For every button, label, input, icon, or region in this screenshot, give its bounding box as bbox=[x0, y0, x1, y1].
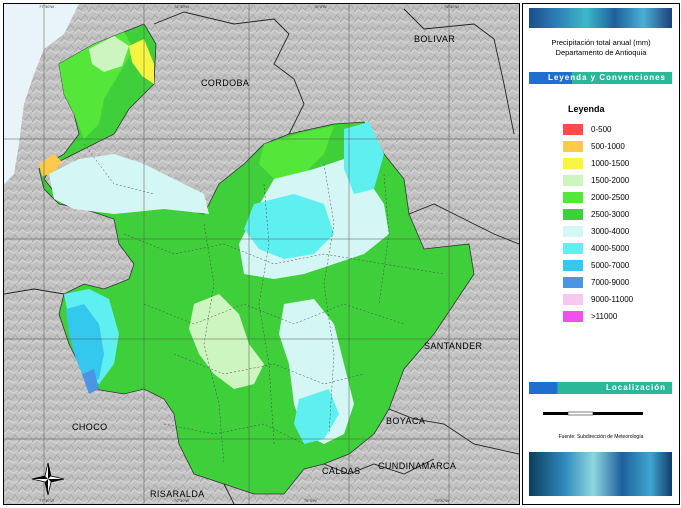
bottom-tick: 77°30'W bbox=[39, 498, 55, 503]
precipitation-map: BOLIVAR CORDOBA SANTANDER CHOCO BOYACA C… bbox=[3, 3, 520, 505]
zone-1500-2000-center bbox=[189, 294, 264, 389]
zone-1500-2000-north bbox=[89, 36, 129, 72]
legend-label: >11000 bbox=[591, 312, 618, 321]
legend-swatch bbox=[563, 260, 583, 271]
legend-label: 4000-5000 bbox=[591, 244, 630, 253]
zone-4000-5000-north bbox=[344, 122, 384, 194]
legend-section-bar: Leyenda y Convenciones bbox=[529, 72, 672, 84]
legend-label: 7000-9000 bbox=[591, 278, 630, 287]
zone-500-1000 bbox=[39, 154, 62, 176]
top-tick: 77°30'W bbox=[39, 4, 55, 9]
legend-label: 2000-2500 bbox=[591, 193, 630, 202]
legend-heading: Leyenda bbox=[568, 104, 605, 114]
label-boyaca: BOYACA bbox=[386, 416, 426, 426]
legend-swatch bbox=[563, 124, 583, 135]
legend-swatch bbox=[563, 243, 583, 254]
north-arrow-icon bbox=[31, 462, 65, 496]
location-section-bar: Localización bbox=[529, 382, 672, 394]
legend-swatch bbox=[563, 277, 583, 288]
zone-5000-7000 bbox=[66, 304, 104, 384]
legend-label: 2500-3000 bbox=[591, 210, 630, 219]
legend-panel: Precipitación total anual (mm) Departame… bbox=[522, 3, 680, 505]
map-title-line2: Departamento de Antioquia bbox=[555, 48, 647, 57]
legend-swatch bbox=[563, 158, 583, 169]
legend-swatch bbox=[563, 192, 583, 203]
label-cordoba: CORDOBA bbox=[201, 78, 250, 88]
legend-swatch bbox=[563, 294, 583, 305]
legend-label: 500-1000 bbox=[591, 142, 625, 151]
label-choco: CHOCO bbox=[72, 422, 108, 432]
legend-swatch bbox=[563, 209, 583, 220]
zone-3000-4000-west bbox=[49, 154, 209, 214]
department-borders bbox=[4, 8, 519, 504]
bottom-tick: 75°30'W bbox=[434, 498, 450, 503]
zone-4000-5000-center bbox=[244, 194, 334, 259]
location-section-title: Localización bbox=[605, 383, 666, 392]
graticule bbox=[4, 4, 519, 504]
header-banner bbox=[529, 8, 672, 28]
footer-banner bbox=[529, 452, 672, 496]
legend-label: 1500-2000 bbox=[591, 176, 630, 185]
legend-label: 3000-4000 bbox=[591, 227, 630, 236]
map-canvas bbox=[4, 4, 519, 504]
label-bolivar: BOLIVAR bbox=[414, 34, 456, 44]
bottom-tick: 76°0'W bbox=[304, 498, 317, 503]
top-tick: 75°30'W bbox=[444, 4, 460, 9]
label-cundinamarca: CUNDINAMARCA bbox=[378, 461, 457, 471]
municipal-boundaries bbox=[83, 143, 445, 465]
top-tick: 76°0'W bbox=[314, 4, 327, 9]
legend-label: 9000-11000 bbox=[591, 295, 634, 304]
legend-swatch bbox=[563, 226, 583, 237]
legend-swatch bbox=[563, 311, 583, 322]
label-caldas: CALDAS bbox=[322, 466, 361, 476]
zone-7000-9000 bbox=[82, 369, 99, 394]
legend-label: 0-500 bbox=[591, 125, 612, 134]
sea-area bbox=[4, 4, 79, 184]
map-title-line1: Precipitación total anual (mm) bbox=[551, 38, 651, 47]
scale-bar bbox=[543, 411, 643, 416]
zone-4000-5000-south bbox=[294, 389, 339, 444]
legend-label: 5000-7000 bbox=[591, 261, 630, 270]
label-risaralda: RISARALDA bbox=[150, 489, 205, 499]
legend-swatch bbox=[563, 141, 583, 152]
legend-section-title: Leyenda y Convenciones bbox=[547, 73, 666, 82]
bottom-tick: 76°30'W bbox=[174, 498, 190, 503]
top-tick: 76°30'W bbox=[174, 4, 190, 9]
legend-label: 1000-1500 bbox=[591, 159, 630, 168]
legend-swatch bbox=[563, 175, 583, 186]
zone-1000-1500 bbox=[129, 39, 154, 84]
source-text: Fuente: Subdirección de Meteorología bbox=[558, 434, 644, 440]
label-santander: SANTANDER bbox=[424, 341, 483, 351]
